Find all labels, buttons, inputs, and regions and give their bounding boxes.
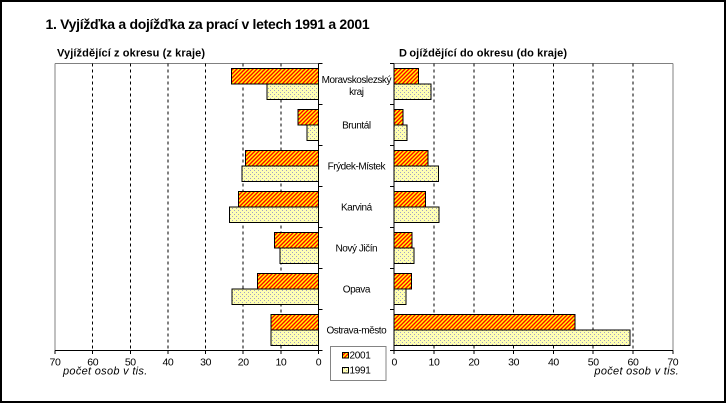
- svg-text:0: 0: [391, 357, 397, 369]
- svg-text:Bruntál: Bruntál: [342, 121, 371, 132]
- svg-text:2001: 2001: [350, 351, 372, 362]
- svg-text:70: 70: [50, 357, 61, 369]
- svg-text:20: 20: [238, 357, 249, 369]
- svg-text:Ostrava-město: Ostrava-město: [326, 326, 387, 337]
- svg-text:Karviná: Karviná: [341, 203, 373, 214]
- svg-text:Nový Jičín: Nový Jičín: [336, 244, 378, 255]
- svg-text:1. Vyjížďka a dojížďka za prac: 1. Vyjížďka a dojížďka za prací v letech…: [46, 16, 370, 32]
- svg-text:1991: 1991: [350, 366, 372, 377]
- svg-text:50: 50: [125, 357, 136, 369]
- svg-text:kraj: kraj: [349, 87, 364, 98]
- svg-text:počet osob v tis.: počet osob v tis.: [593, 366, 679, 378]
- svg-text:20: 20: [468, 357, 479, 369]
- svg-text:10: 10: [275, 357, 286, 369]
- svg-text:Frýdek-Místek: Frýdek-Místek: [328, 162, 387, 173]
- svg-text:70: 70: [667, 357, 678, 369]
- svg-text:40: 40: [162, 357, 173, 369]
- svg-text:40: 40: [548, 357, 559, 369]
- svg-text:0: 0: [316, 357, 322, 369]
- svg-text:Vyjíždějící z okresu (z kraje): Vyjíždějící z okresu (z kraje): [57, 48, 205, 60]
- svg-text:60: 60: [628, 357, 639, 369]
- svg-text:počet osob v tis.: počet osob v tis.: [62, 366, 148, 378]
- svg-text:30: 30: [200, 357, 211, 369]
- svg-text:10: 10: [429, 357, 440, 369]
- svg-text:Moravskoslezský: Moravskoslezský: [322, 75, 392, 86]
- svg-text:50: 50: [588, 357, 599, 369]
- svg-text:30: 30: [508, 357, 519, 369]
- svg-text:60: 60: [87, 357, 98, 369]
- svg-text:Opava: Opava: [343, 285, 371, 296]
- svg-text:D ojíždějící do okresu (do kra: D ojíždějící do okresu (do kraje): [399, 48, 567, 60]
